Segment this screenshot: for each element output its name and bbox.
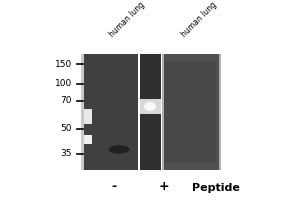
- FancyBboxPatch shape: [164, 62, 216, 162]
- Text: 70: 70: [61, 96, 72, 105]
- Text: 150: 150: [55, 60, 72, 69]
- Text: human lung: human lung: [108, 0, 146, 39]
- FancyBboxPatch shape: [140, 99, 160, 114]
- FancyBboxPatch shape: [140, 54, 160, 170]
- FancyBboxPatch shape: [82, 54, 84, 170]
- FancyBboxPatch shape: [81, 54, 219, 170]
- FancyBboxPatch shape: [84, 135, 92, 144]
- FancyBboxPatch shape: [162, 54, 219, 170]
- FancyBboxPatch shape: [84, 54, 138, 170]
- FancyBboxPatch shape: [162, 54, 164, 170]
- FancyBboxPatch shape: [84, 109, 92, 124]
- FancyBboxPatch shape: [138, 54, 140, 170]
- Text: human lung: human lung: [180, 0, 218, 39]
- Text: +: +: [158, 180, 169, 193]
- Ellipse shape: [144, 102, 156, 111]
- FancyBboxPatch shape: [160, 54, 162, 170]
- Text: 50: 50: [61, 124, 72, 133]
- Text: 100: 100: [55, 79, 72, 88]
- Text: -: -: [111, 180, 117, 193]
- FancyBboxPatch shape: [219, 54, 220, 170]
- Text: 35: 35: [61, 149, 72, 158]
- Ellipse shape: [109, 145, 130, 154]
- Text: Peptide: Peptide: [192, 183, 240, 193]
